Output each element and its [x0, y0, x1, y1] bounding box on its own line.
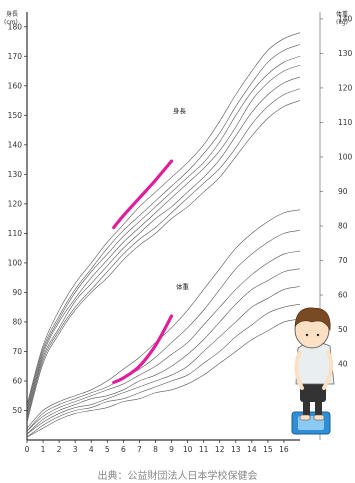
weight-curve-label: 体重: [176, 282, 190, 291]
y-left-tick-label: 70: [12, 347, 22, 356]
y-right-tick-label: 60: [338, 291, 348, 300]
x-tick-label: 3: [73, 445, 78, 454]
x-tick-label: 4: [89, 445, 94, 454]
x-tick-label: 11: [199, 445, 209, 454]
weight-percentile-curve: [26, 268, 301, 435]
left-axis-title: 身長: [6, 10, 18, 18]
y-right-tick-label: 50: [338, 325, 348, 334]
height-percentile-curve: [26, 88, 301, 420]
weight-percentile-curve: [26, 303, 301, 438]
y-left-tick-label: 50: [12, 406, 22, 415]
y-right-tick-label: 110: [338, 118, 353, 127]
height-percentile-curve: [26, 64, 301, 414]
y-left-tick-label: 160: [8, 81, 23, 90]
y-right-tick-label: 100: [338, 152, 353, 161]
x-tick-label: 16: [279, 445, 289, 454]
x-tick-label: 12: [215, 445, 225, 454]
x-tick-label: 8: [153, 445, 158, 454]
x-tick-label: 7: [137, 445, 142, 454]
y-right-tick-label: 40: [338, 360, 348, 369]
y-left-tick-label: 110: [8, 229, 23, 238]
weight-percentile-curve: [26, 250, 301, 432]
height-highlight-line: [112, 159, 174, 230]
y-left-tick-label: 90: [12, 288, 22, 297]
y-left-tick-label: 170: [8, 52, 23, 61]
right-axis-unit: (kg): [336, 19, 348, 26]
y-left-tick-label: 100: [8, 258, 23, 267]
x-tick-label: 0: [25, 445, 30, 454]
x-tick-label: 2: [57, 445, 62, 454]
x-tick-label: 6: [121, 445, 126, 454]
y-left-tick-label: 130: [8, 170, 23, 179]
right-axis-title: 体重: [336, 10, 348, 18]
x-tick-label: 14: [247, 445, 257, 454]
weight-percentile-curve: [26, 230, 301, 432]
x-tick-label: 1: [41, 445, 46, 454]
y-left-tick-label: 60: [12, 376, 22, 385]
y-right-tick-label: 80: [338, 222, 348, 231]
height-percentile-curve: [26, 32, 301, 405]
height-percentile-curve: [26, 100, 301, 423]
weight-highlight-line: [112, 314, 174, 385]
y-left-tick-label: 180: [8, 22, 23, 31]
boy-on-scale-illustration: [291, 307, 335, 435]
height-percentile-curve: [26, 55, 301, 411]
y-left-tick-label: 150: [8, 111, 23, 120]
y-right-tick-label: 120: [338, 83, 353, 92]
y-left-tick-label: 80: [12, 317, 22, 326]
height-percentile-curve: [26, 44, 301, 408]
height-curve-label: 身長: [173, 106, 187, 115]
x-tick-label: 13: [231, 445, 241, 454]
x-tick-label: 9: [169, 445, 174, 454]
weight-percentile-curve: [26, 318, 301, 438]
left-axis-unit: (cm): [4, 19, 18, 26]
y-right-tick-label: 130: [338, 49, 353, 58]
x-tick-label: 5: [105, 445, 110, 454]
y-right-tick-label: 140: [338, 14, 353, 23]
y-right-tick-label: 90: [338, 187, 348, 196]
y-left-tick-label: 120: [8, 199, 23, 208]
weight-percentile-curve: [26, 286, 301, 435]
x-tick-label: 15: [263, 445, 273, 454]
x-tick-label: 10: [183, 445, 193, 454]
y-left-tick-label: 140: [8, 140, 23, 149]
weight-percentile-curve: [26, 209, 301, 429]
y-right-tick-label: 70: [338, 256, 348, 265]
source-caption: 出典：公益財団法人日本学校保健会: [97, 471, 258, 482]
height-percentile-curve: [26, 76, 301, 417]
